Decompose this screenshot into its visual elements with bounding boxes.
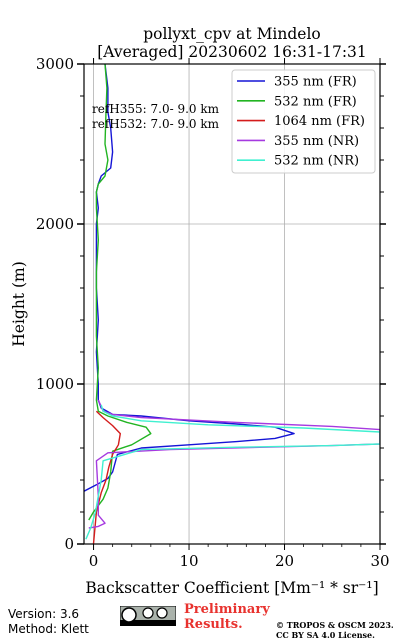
copyright-notice: © TROPOS & OSCM 2023. CC BY SA 4.0 Licen… [276,620,394,640]
series-line-5 [85,404,380,540]
chart-subtitle: [Averaged] 20230602 16:31-17:31 [97,43,367,61]
method-label: Method: Klett [8,622,89,636]
legend-box [231,69,376,174]
y-tick-label-3: 3000 [36,55,74,73]
x-tick-label-1: 10 [179,552,198,570]
x-tick-label-3: 30 [370,552,389,570]
series-layer [84,64,380,544]
annotation-refh532: refH532: 7.0- 9.0 km [92,117,220,131]
legend-label-1: 355 nm (FR) [274,75,357,90]
y-tick-label-2: 2000 [36,215,74,233]
y-tick-label-0: 0 [64,535,74,553]
plot-frame [83,63,381,545]
y-axis-label: Height (m) [10,261,28,347]
legend-label-5: 532 nm (NR) [274,154,359,169]
version-label: Version: 3.6 [8,607,80,621]
legend-label-3: 1064 nm (FR) [274,114,365,129]
legend-label-4: 355 nm (NR) [274,134,359,149]
x-axis-label: Backscatter Coefficient [Mm⁻¹ * sr⁻¹] [85,579,378,597]
legend-label-2: 532 nm (FR) [274,94,357,109]
preliminary-line-2: Results. [184,617,243,632]
cc-by-sa-icon [120,606,176,626]
series-line-3 [92,410,122,544]
y-tick-label-1: 1000 [36,375,74,393]
lidar-profile-chart: pollyxt_cpv at Mindelo [Averaged] 202306… [10,25,390,597]
preliminary-results-label: Preliminary Results. [184,602,270,632]
series-line-2 [88,64,152,521]
legend: 355 nm (FR) 532 nm (FR) 1064 nm (FR) 355 nm… [231,69,376,174]
x-tick-label-2: 20 [275,552,294,570]
preliminary-line-1: Preliminary [184,602,270,617]
copyright-line-1: © TROPOS & OSCM 2023. [276,620,394,630]
x-tick-label-0: 0 [89,552,99,570]
annotation-refh355: refH355: 7.0- 9.0 km [92,102,220,116]
chart-title: pollyxt_cpv at Mindelo [143,25,321,43]
series-group [84,64,380,544]
tick-labels: 0 10 20 30 0 1000 2000 3000 [36,55,390,570]
copyright-line-2: CC BY SA 4.0 License. [276,630,375,640]
axis-ticks [77,58,386,550]
